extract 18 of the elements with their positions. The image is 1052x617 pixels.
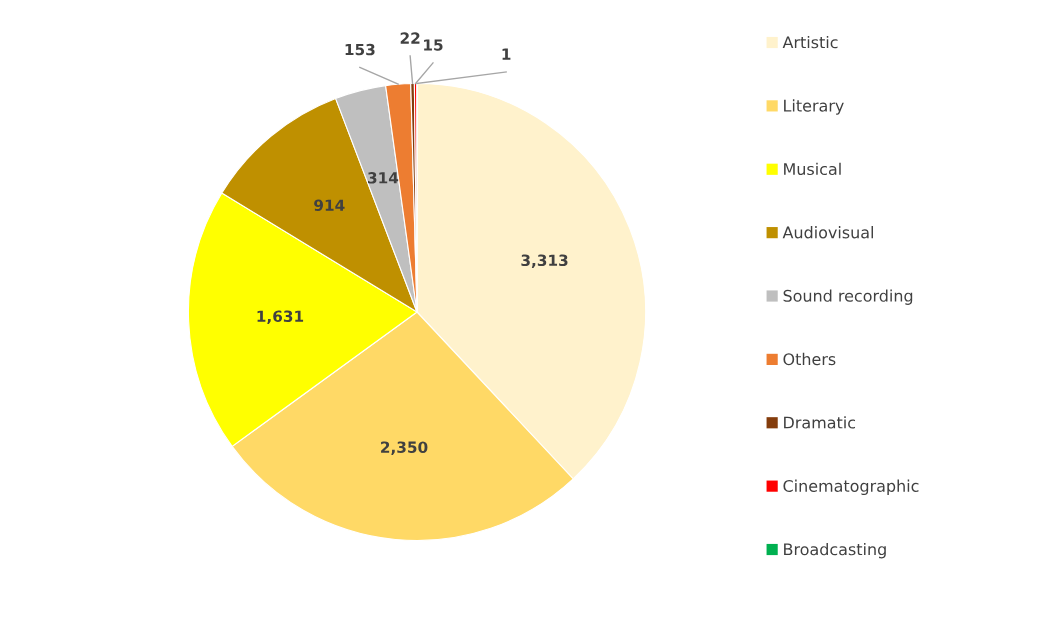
data-label: 914: [314, 199, 345, 211]
data-label: 314: [368, 172, 399, 184]
legend-label: Literary: [784, 99, 844, 115]
data-label: 1: [502, 48, 511, 60]
data-label: 153: [345, 43, 375, 56]
data-label: 2,350: [381, 441, 428, 455]
legend-label: Cinematographic: [783, 479, 919, 496]
legend-label: Sound recording: [783, 289, 913, 305]
data-label: 3,313: [521, 254, 568, 268]
legend-label: Artistic: [782, 35, 838, 49]
legend-label: Broadcasting: [784, 542, 886, 559]
legend-label: Dramatic: [784, 416, 856, 429]
data-label: 22: [400, 32, 420, 44]
legend-label: Others: [783, 352, 836, 366]
legend-label: Musical: [784, 162, 841, 176]
legend-label: Audiovisual: [782, 226, 873, 239]
data-label: 15: [424, 39, 443, 51]
data-label: 1,631: [257, 310, 304, 324]
